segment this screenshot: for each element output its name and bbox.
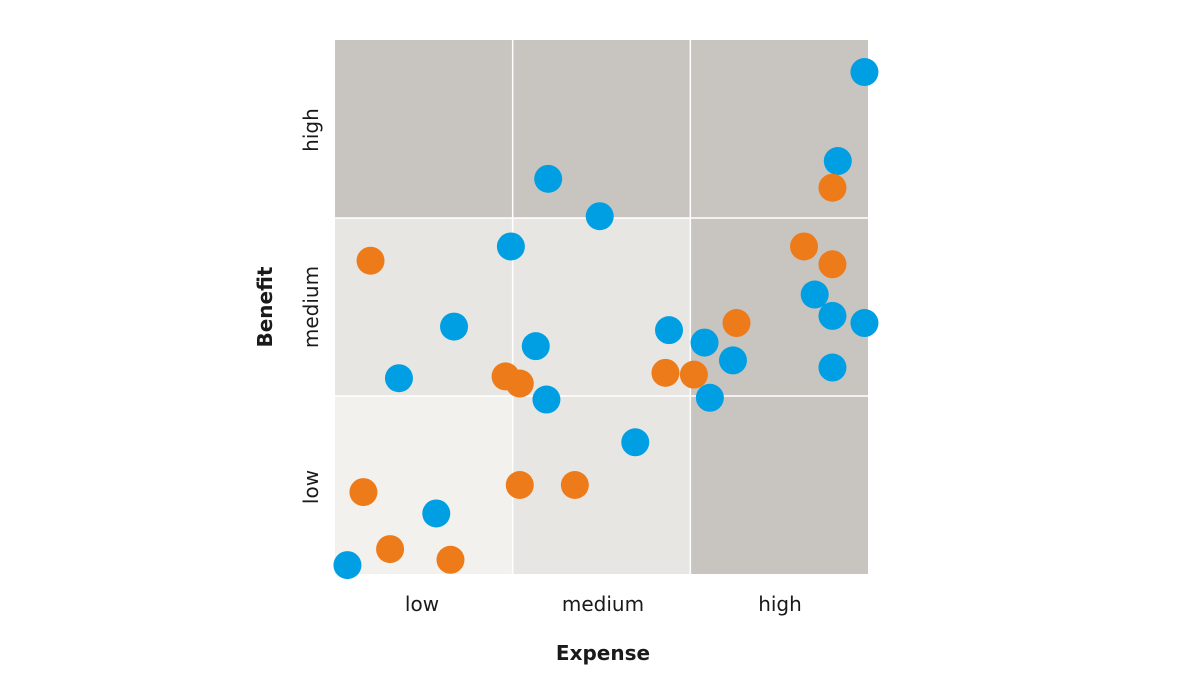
orange-data-point bbox=[790, 232, 819, 261]
blue-data-point bbox=[585, 202, 614, 231]
blue-data-point bbox=[534, 164, 563, 193]
matrix-cell-medium-benefit-low-expense bbox=[335, 218, 513, 396]
orange-data-point bbox=[356, 246, 385, 275]
x-tick-label-high: high bbox=[758, 592, 802, 616]
matrix-cell-low-benefit-medium-expense bbox=[512, 396, 691, 574]
blue-data-point bbox=[440, 312, 469, 341]
orange-data-point bbox=[818, 173, 847, 202]
blue-data-point bbox=[333, 551, 362, 580]
blue-data-point bbox=[850, 58, 879, 87]
orange-data-point bbox=[505, 369, 534, 398]
x-tick-label-low: low bbox=[405, 592, 439, 616]
matrix-cell-high-benefit-low-expense bbox=[335, 40, 513, 218]
y-axis-title: Benefit bbox=[253, 266, 277, 347]
blue-data-point bbox=[718, 346, 747, 375]
blue-data-point bbox=[690, 328, 719, 357]
orange-data-point bbox=[722, 309, 751, 338]
blue-data-point bbox=[496, 232, 525, 261]
orange-data-point bbox=[818, 250, 847, 279]
x-tick-label-medium: medium bbox=[562, 592, 644, 616]
blue-data-point bbox=[655, 316, 684, 345]
data-points bbox=[333, 58, 879, 580]
blue-data-point bbox=[422, 499, 451, 528]
blue-data-point bbox=[621, 428, 650, 457]
orange-data-point bbox=[679, 360, 708, 389]
orange-data-point bbox=[376, 535, 405, 564]
y-tick-label-low: low bbox=[299, 470, 323, 504]
matrix-cell-high-benefit-medium-expense bbox=[512, 40, 691, 218]
blue-data-point bbox=[384, 364, 413, 393]
orange-data-point bbox=[651, 358, 680, 387]
orange-data-point bbox=[349, 478, 378, 507]
blue-data-point bbox=[818, 353, 847, 382]
matrix-cell-low-benefit-high-expense bbox=[690, 396, 868, 574]
blue-data-point bbox=[695, 383, 724, 412]
blue-data-point bbox=[823, 147, 852, 176]
x-axis-title: Expense bbox=[556, 641, 650, 665]
y-tick-label-high: high bbox=[299, 108, 323, 152]
y-tick-label-medium: medium bbox=[299, 266, 323, 348]
blue-data-point bbox=[800, 280, 829, 309]
orange-data-point bbox=[560, 471, 589, 499]
blue-data-point bbox=[818, 301, 847, 330]
blue-data-point bbox=[532, 385, 561, 414]
orange-data-point bbox=[436, 545, 465, 574]
chart-matrix bbox=[335, 40, 868, 574]
blue-data-point bbox=[521, 332, 550, 361]
orange-data-point bbox=[505, 471, 534, 499]
blue-data-point bbox=[850, 309, 879, 338]
